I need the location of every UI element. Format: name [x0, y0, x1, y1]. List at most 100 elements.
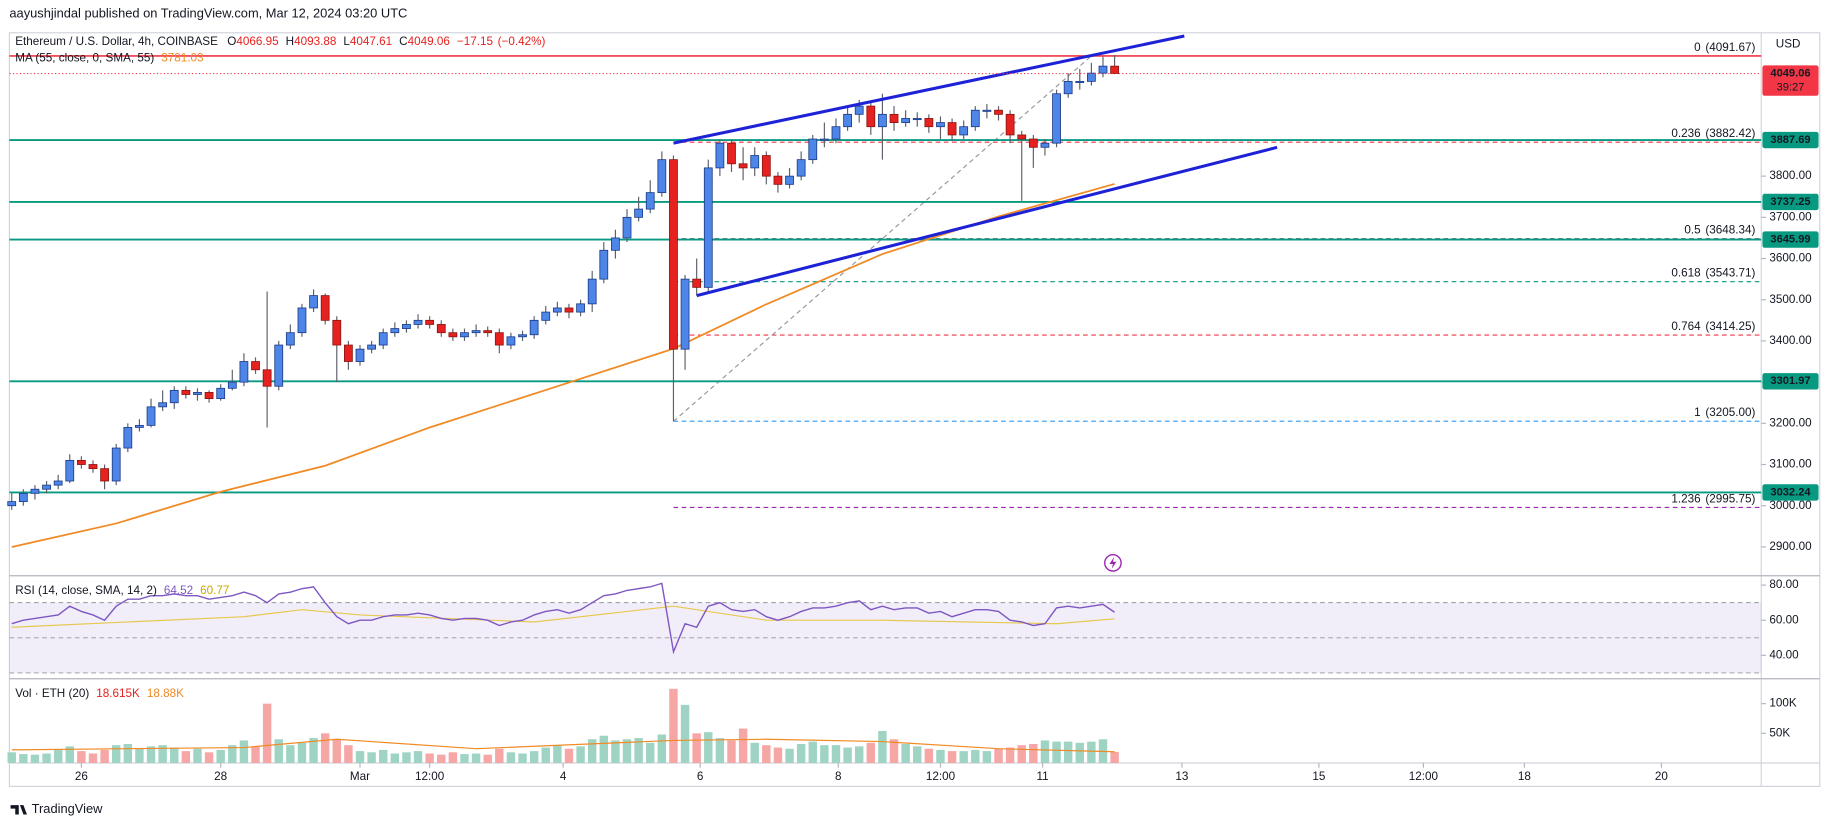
candle-body	[831, 126, 841, 140]
candle-body	[518, 334, 527, 338]
price-tag	[1762, 193, 1819, 211]
volume-name: Vol · ETH (20)	[15, 687, 89, 700]
candle-body	[552, 307, 562, 313]
volume-bar	[1040, 740, 1050, 763]
candle-body	[529, 319, 539, 336]
volume-bar	[611, 740, 620, 763]
fib-price: (3543.71)	[1705, 267, 1755, 280]
volume-bar	[564, 748, 574, 763]
fib-ratio: 1.236	[1671, 492, 1700, 505]
volume-bar	[669, 688, 678, 763]
candle-body	[669, 159, 678, 350]
price-tag-label: 3301.97	[1770, 375, 1810, 387]
volume-bar	[1005, 747, 1015, 763]
candle-body	[1052, 93, 1061, 144]
candle-body	[1086, 72, 1096, 82]
candle-body	[181, 389, 191, 395]
volume-bar	[228, 745, 237, 763]
candle-body	[483, 330, 493, 334]
candle-body	[204, 392, 214, 400]
candle-body	[123, 427, 133, 449]
logo: TradingView	[10, 801, 103, 816]
x-tick-label: 12:00	[926, 770, 956, 783]
fib-price: (3205.00)	[1705, 406, 1755, 419]
x-tick-label: Mar	[350, 770, 370, 783]
fib-level-label: 0.618 (3543.71)	[1671, 267, 1755, 280]
fib-anchor-line	[673, 55, 1092, 422]
y-tick-label: 3800.00	[1769, 169, 1812, 182]
candle-body	[506, 336, 516, 346]
volume-bar	[634, 738, 643, 763]
candle-body	[634, 208, 644, 218]
volume-bar	[425, 753, 434, 763]
icon-circle	[1104, 553, 1122, 572]
volume-bar	[843, 747, 852, 763]
replay-icon[interactable]	[1104, 553, 1122, 572]
volume-legend: Vol · ETH (20) 18.615K 18.88K	[15, 687, 184, 700]
volume-bar	[355, 751, 365, 763]
volume-bar	[1075, 742, 1084, 763]
ma-value: 3781.03	[161, 52, 203, 65]
trend-line	[673, 34, 1185, 145]
price-tag-label: 3032.24	[1770, 486, 1811, 498]
volume-bar	[947, 751, 957, 763]
volume-bar	[100, 749, 109, 763]
price-tag-label: 3887.69	[1770, 134, 1810, 146]
candle-body	[1098, 65, 1108, 74]
fib-level-label: 0 (4091.67)	[1694, 41, 1755, 54]
candle-body	[18, 492, 28, 503]
candle-body	[425, 319, 435, 325]
volume-bar	[854, 746, 864, 763]
y-tick-label: 50K	[1769, 726, 1790, 739]
volume-bar	[1029, 744, 1038, 763]
candle-body	[1110, 65, 1119, 74]
fib-level-label: 1.236 (2995.75)	[1671, 492, 1755, 505]
publisher-line: aayushjindal published on TradingView.co…	[9, 5, 407, 20]
volume-bar	[111, 745, 121, 763]
volume-bar	[193, 748, 202, 763]
volume-bar	[1052, 741, 1061, 763]
volume-bar	[936, 749, 945, 763]
volume-bar	[297, 742, 307, 763]
volume-bar	[286, 745, 295, 763]
candle-body	[796, 159, 806, 177]
volume-bar	[808, 741, 817, 763]
symbol: Ethereum / U.S. Dollar, 4h, COINBASE	[15, 35, 218, 48]
volume-bar	[146, 746, 156, 763]
ohlc-key: L	[343, 35, 350, 48]
footer-brand: TradingView	[32, 801, 103, 816]
volume-bar	[924, 748, 934, 763]
volume-bar	[1017, 745, 1026, 763]
candle-body	[88, 464, 98, 470]
candle-body	[367, 344, 376, 350]
volume-bar	[170, 747, 179, 763]
candle-body	[924, 118, 934, 128]
fib-ratio: 0.618	[1671, 267, 1700, 280]
volume-bar	[309, 738, 318, 763]
ma-name: MA (55, close, 0, SMA, 55)	[15, 52, 154, 65]
volume-bar	[657, 734, 667, 763]
volume-bar	[889, 739, 899, 763]
candle-body	[866, 105, 876, 128]
candle-body	[76, 459, 86, 465]
price-tag	[1762, 65, 1819, 96]
x-tick-label: 6	[697, 770, 704, 783]
y-tick-label: 2900.00	[1769, 540, 1812, 553]
change-pct: (−0.42%)	[498, 35, 546, 48]
candle-body	[355, 348, 365, 362]
volume-bar	[251, 746, 260, 763]
volume-bar	[518, 753, 527, 763]
change: −17.15	[457, 35, 494, 48]
volume-bar	[727, 740, 736, 763]
candle-body	[413, 319, 423, 325]
fib-level-label: 0.236 (3882.42)	[1671, 127, 1755, 140]
candle-body	[146, 406, 156, 426]
volume-bar	[692, 733, 701, 763]
volume-bar	[390, 753, 400, 763]
rsi-legend: RSI (14, close, SMA, 14, 2) 64.52 60.77	[15, 584, 229, 597]
legend: Ethereum / U.S. Dollar, 4h, COINBASE O406…	[15, 35, 545, 48]
volume-bar	[506, 752, 516, 763]
candle-body	[390, 328, 400, 334]
candle-body	[30, 488, 40, 494]
candle-body	[541, 311, 551, 321]
